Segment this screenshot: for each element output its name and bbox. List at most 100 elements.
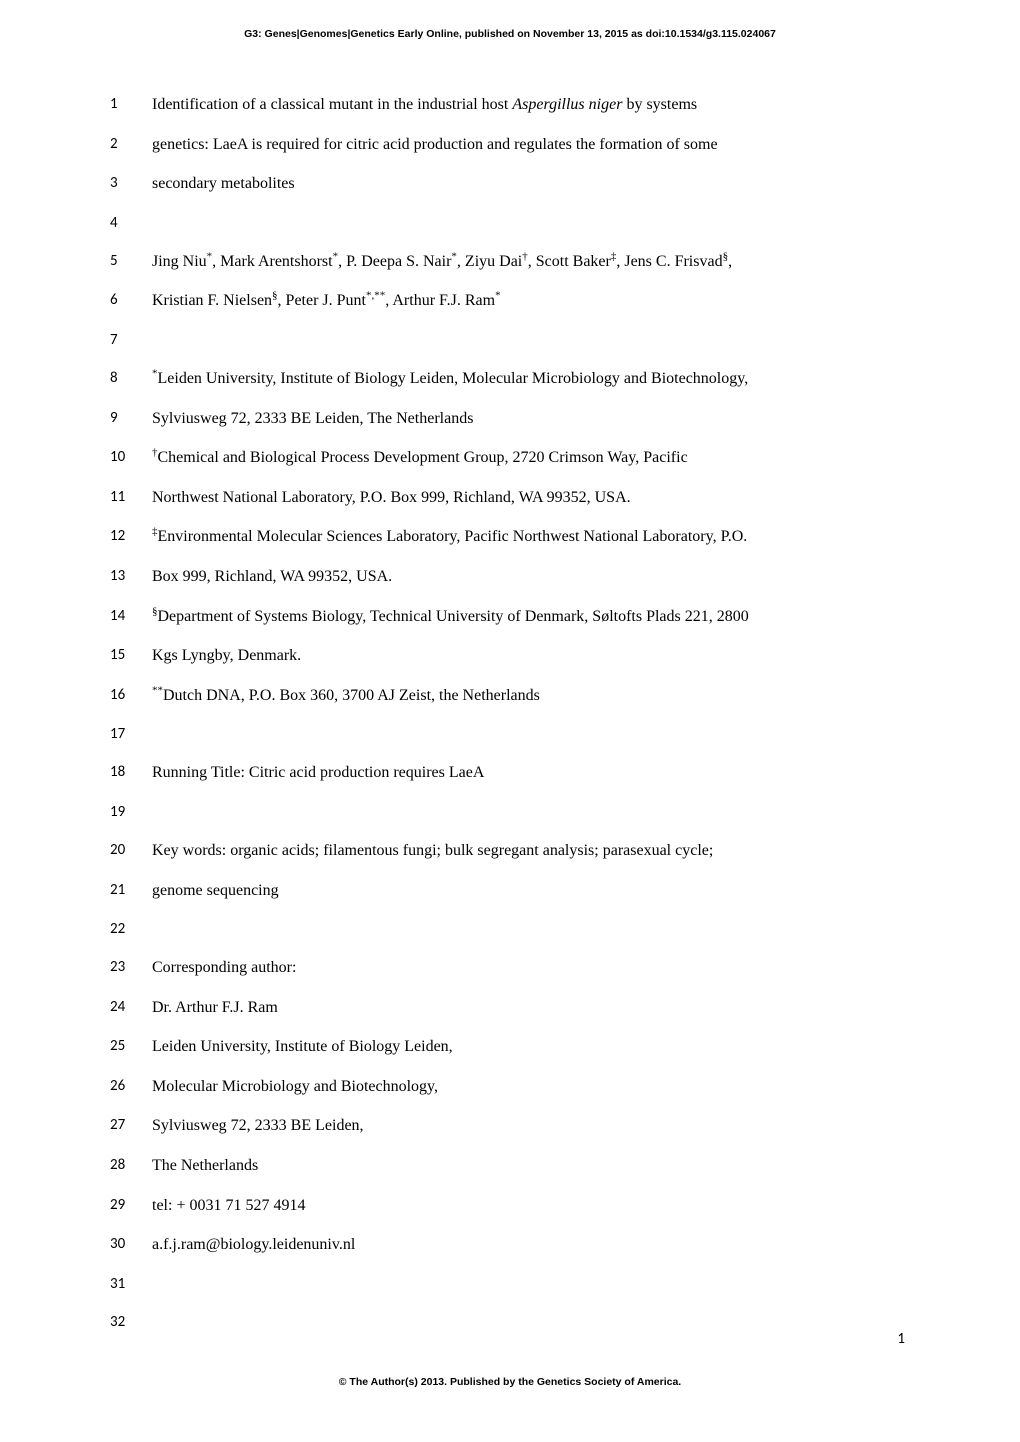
line-text: Box 999, Richland, WA 99352, USA. <box>152 564 910 590</box>
line-text: Molecular Microbiology and Biotechnology… <box>152 1074 910 1100</box>
line-text: ‡Environmental Molecular Sciences Labora… <box>152 524 910 550</box>
manuscript-line: 8*Leiden University, Institute of Biolog… <box>110 366 910 392</box>
line-number: 7 <box>110 328 152 352</box>
manuscript-line: 2genetics: LaeA is required for citric a… <box>110 132 910 158</box>
line-text: Kgs Lyngby, Denmark. <box>152 643 910 669</box>
manuscript-line: 1Identification of a classical mutant in… <box>110 92 910 118</box>
line-number: 22 <box>110 917 152 941</box>
line-text: Running Title: Citric acid production re… <box>152 760 910 786</box>
manuscript-line: 31 <box>110 1272 910 1296</box>
line-text: The Netherlands <box>152 1153 910 1179</box>
line-number: 31 <box>110 1272 152 1296</box>
line-number: 17 <box>110 722 152 746</box>
line-text: Kristian F. Nielsen§, Peter J. Punt*,**,… <box>152 288 910 314</box>
line-number: 13 <box>110 564 152 590</box>
manuscript-line: 16**Dutch DNA, P.O. Box 360, 3700 AJ Zei… <box>110 683 910 709</box>
line-number: 11 <box>110 485 152 511</box>
line-text: Corresponding author: <box>152 955 910 981</box>
line-text <box>152 211 910 235</box>
line-number: 16 <box>110 683 152 709</box>
line-text <box>152 722 910 746</box>
line-number: 21 <box>110 878 152 904</box>
line-number: 23 <box>110 955 152 981</box>
line-number: 24 <box>110 995 152 1021</box>
line-text: Key words: organic acids; filamentous fu… <box>152 838 910 864</box>
line-number: 9 <box>110 406 152 432</box>
page-number: 1 <box>897 1330 905 1348</box>
line-text: genetics: LaeA is required for citric ac… <box>152 132 910 158</box>
line-number: 20 <box>110 838 152 864</box>
line-text: Northwest National Laboratory, P.O. Box … <box>152 485 910 511</box>
line-text: Jing Niu*, Mark Arentshorst*, P. Deepa S… <box>152 249 910 275</box>
line-text: secondary metabolites <box>152 171 910 197</box>
line-text: Leiden University, Institute of Biology … <box>152 1034 910 1060</box>
line-number: 32 <box>110 1310 152 1334</box>
line-text: **Dutch DNA, P.O. Box 360, 3700 AJ Zeist… <box>152 683 910 709</box>
manuscript-line: 4 <box>110 211 910 235</box>
manuscript-line: 11Northwest National Laboratory, P.O. Bo… <box>110 485 910 511</box>
line-text: a.f.j.ram@biology.leidenuniv.nl <box>152 1232 910 1258</box>
line-number: 3 <box>110 171 152 197</box>
manuscript-line: 9Sylviusweg 72, 2333 BE Leiden, The Neth… <box>110 406 910 432</box>
line-text: *Leiden University, Institute of Biology… <box>152 366 910 392</box>
line-number: 4 <box>110 211 152 235</box>
line-number: 6 <box>110 288 152 314</box>
line-text <box>152 328 910 352</box>
manuscript-line: 10†Chemical and Biological Process Devel… <box>110 445 910 471</box>
line-number: 8 <box>110 366 152 392</box>
line-number: 27 <box>110 1113 152 1139</box>
line-number: 19 <box>110 800 152 824</box>
copyright-footer: © The Author(s) 2013. Published by the G… <box>0 1376 1020 1388</box>
line-text <box>152 917 910 941</box>
line-number: 18 <box>110 760 152 786</box>
manuscript-body: 1Identification of a classical mutant in… <box>110 92 910 1334</box>
line-text: †Chemical and Biological Process Develop… <box>152 445 910 471</box>
manuscript-line: 17 <box>110 722 910 746</box>
manuscript-line: 6Kristian F. Nielsen§, Peter J. Punt*,**… <box>110 288 910 314</box>
line-text: Sylviusweg 72, 2333 BE Leiden, The Nethe… <box>152 406 910 432</box>
manuscript-line: 19 <box>110 800 910 824</box>
manuscript-line: 13Box 999, Richland, WA 99352, USA. <box>110 564 910 590</box>
manuscript-line: 18Running Title: Citric acid production … <box>110 760 910 786</box>
line-text: §Department of Systems Biology, Technica… <box>152 604 910 630</box>
manuscript-line: 5Jing Niu*, Mark Arentshorst*, P. Deepa … <box>110 249 910 275</box>
line-number: 14 <box>110 604 152 630</box>
manuscript-line: 7 <box>110 328 910 352</box>
manuscript-line: 20Key words: organic acids; filamentous … <box>110 838 910 864</box>
manuscript-line: 24Dr. Arthur F.J. Ram <box>110 995 910 1021</box>
line-text: Dr. Arthur F.J. Ram <box>152 995 910 1021</box>
line-text <box>152 1310 910 1334</box>
line-number: 10 <box>110 445 152 471</box>
line-number: 2 <box>110 132 152 158</box>
line-number: 12 <box>110 524 152 550</box>
line-number: 30 <box>110 1232 152 1258</box>
line-text: tel: + 0031 71 527 4914 <box>152 1193 910 1219</box>
manuscript-line: 30a.f.j.ram@biology.leidenuniv.nl <box>110 1232 910 1258</box>
line-text: genome sequencing <box>152 878 910 904</box>
line-text <box>152 1272 910 1296</box>
manuscript-line: 3secondary metabolites <box>110 171 910 197</box>
line-number: 28 <box>110 1153 152 1179</box>
manuscript-line: 32 <box>110 1310 910 1334</box>
line-number: 5 <box>110 249 152 275</box>
manuscript-line: 12‡Environmental Molecular Sciences Labo… <box>110 524 910 550</box>
line-text: Sylviusweg 72, 2333 BE Leiden, <box>152 1113 910 1139</box>
line-text <box>152 800 910 824</box>
manuscript-line: 26Molecular Microbiology and Biotechnolo… <box>110 1074 910 1100</box>
manuscript-line: 22 <box>110 917 910 941</box>
line-number: 29 <box>110 1193 152 1219</box>
line-number: 15 <box>110 643 152 669</box>
line-number: 1 <box>110 92 152 118</box>
manuscript-line: 28The Netherlands <box>110 1153 910 1179</box>
manuscript-line: 21genome sequencing <box>110 878 910 904</box>
manuscript-line: 29tel: + 0031 71 527 4914 <box>110 1193 910 1219</box>
manuscript-line: 27Sylviusweg 72, 2333 BE Leiden, <box>110 1113 910 1139</box>
manuscript-line: 23Corresponding author: <box>110 955 910 981</box>
line-text: Identification of a classical mutant in … <box>152 92 910 118</box>
line-number: 26 <box>110 1074 152 1100</box>
manuscript-line: 14§Department of Systems Biology, Techni… <box>110 604 910 630</box>
manuscript-line: 25Leiden University, Institute of Biolog… <box>110 1034 910 1060</box>
manuscript-line: 15Kgs Lyngby, Denmark. <box>110 643 910 669</box>
line-number: 25 <box>110 1034 152 1060</box>
journal-header: G3: Genes|Genomes|Genetics Early Online,… <box>0 28 1020 40</box>
